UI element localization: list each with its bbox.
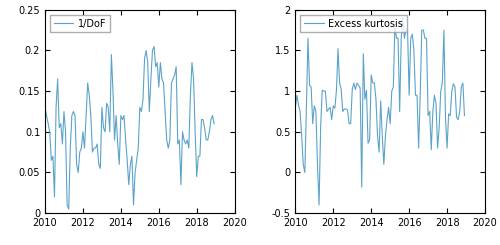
Legend: 1/DoF: 1/DoF	[50, 15, 110, 32]
Legend: Excess kurtosis: Excess kurtosis	[300, 15, 407, 32]
